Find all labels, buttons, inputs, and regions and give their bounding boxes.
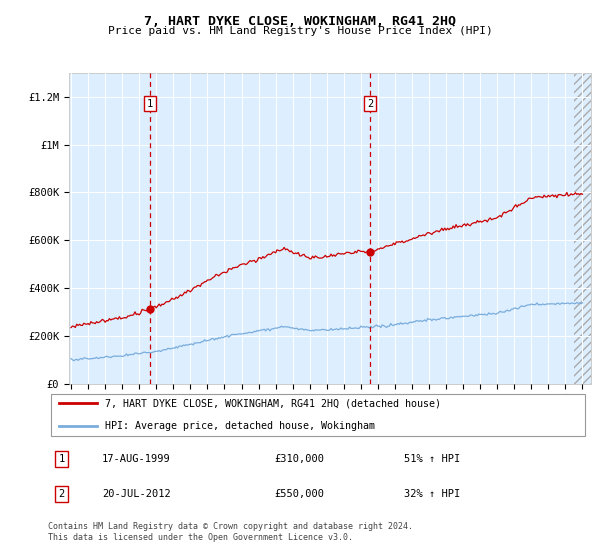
Text: 7, HART DYKE CLOSE, WOKINGHAM, RG41 2HQ: 7, HART DYKE CLOSE, WOKINGHAM, RG41 2HQ	[144, 15, 456, 27]
FancyBboxPatch shape	[50, 394, 586, 436]
Text: 2: 2	[58, 489, 65, 499]
Text: 7, HART DYKE CLOSE, WOKINGHAM, RG41 2HQ (detached house): 7, HART DYKE CLOSE, WOKINGHAM, RG41 2HQ …	[104, 399, 440, 408]
Text: Contains HM Land Registry data © Crown copyright and database right 2024.
This d: Contains HM Land Registry data © Crown c…	[48, 522, 413, 542]
Text: 2: 2	[367, 99, 373, 109]
Bar	[574, 73, 591, 384]
Text: HPI: Average price, detached house, Wokingham: HPI: Average price, detached house, Woki…	[104, 422, 374, 431]
Text: 1: 1	[146, 99, 153, 109]
Bar	[574, 73, 591, 384]
Text: 20-JUL-2012: 20-JUL-2012	[102, 489, 171, 499]
Text: 1: 1	[58, 454, 65, 464]
Text: 32% ↑ HPI: 32% ↑ HPI	[404, 489, 461, 499]
Text: Price paid vs. HM Land Registry's House Price Index (HPI): Price paid vs. HM Land Registry's House …	[107, 26, 493, 36]
Text: £310,000: £310,000	[275, 454, 325, 464]
Text: £550,000: £550,000	[275, 489, 325, 499]
Text: 51% ↑ HPI: 51% ↑ HPI	[404, 454, 461, 464]
Text: 17-AUG-1999: 17-AUG-1999	[102, 454, 171, 464]
